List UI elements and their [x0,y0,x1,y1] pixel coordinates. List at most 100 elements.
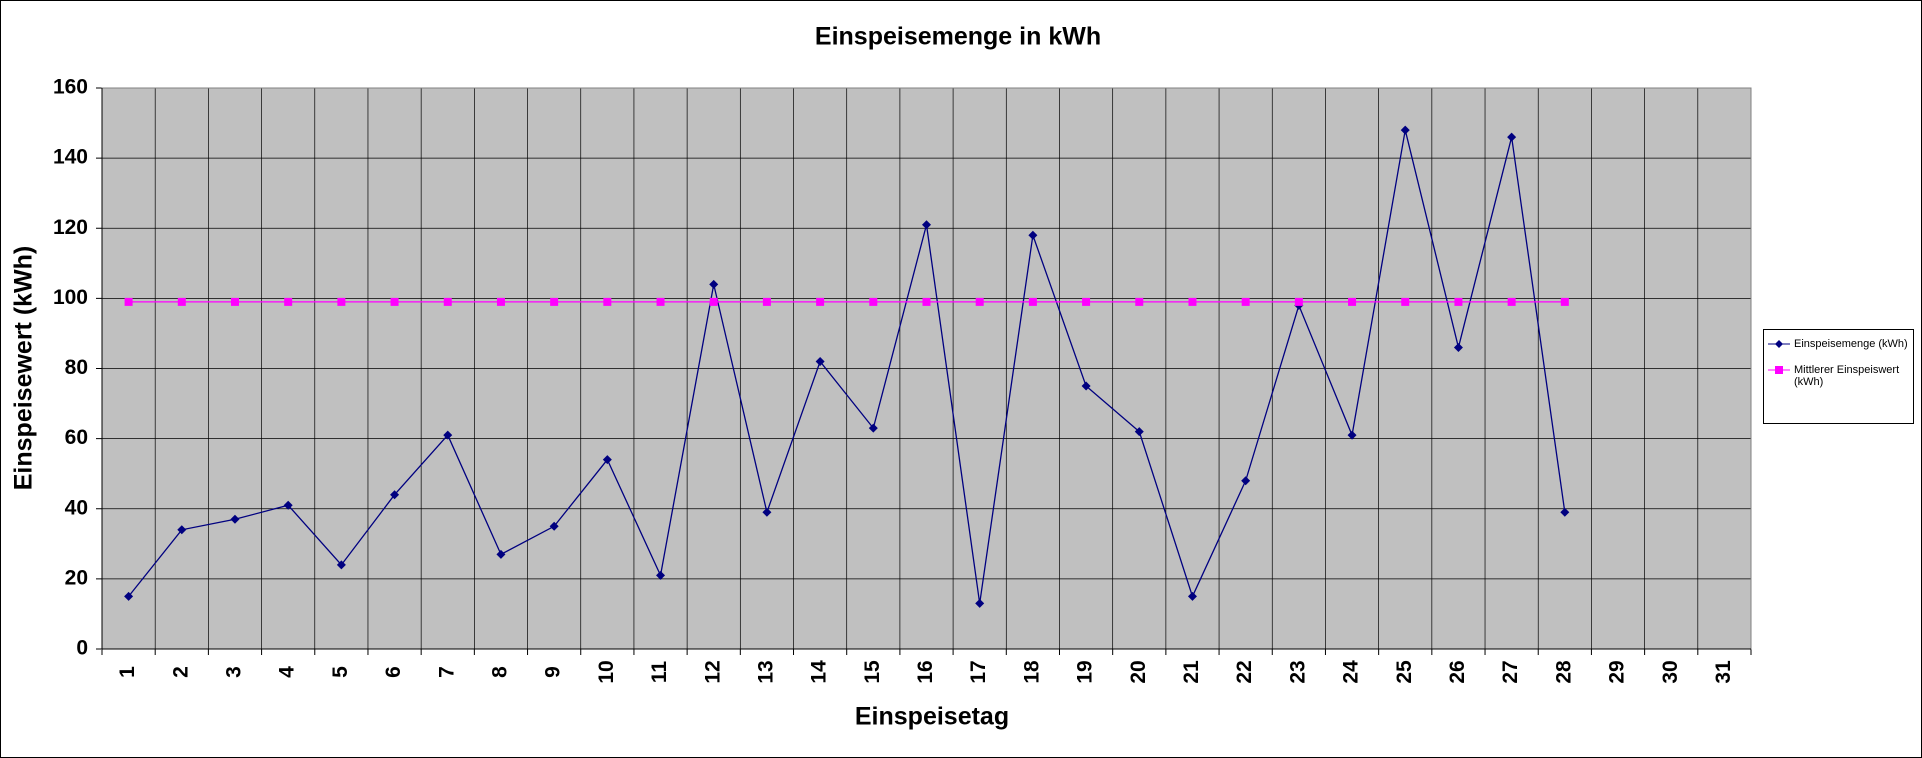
point [816,297,825,306]
legend: Einspeisemenge (kWh) Mittlerer Einspeiswe… [1763,329,1914,424]
point [1401,297,1410,306]
point [1241,297,1250,306]
x-tick-label: 27 [1499,660,1522,683]
x-tick-label: 13 [754,660,777,683]
x-tick-label: 16 [914,660,937,683]
y-tick-label: 60 [65,426,88,449]
x-tick-label: 5 [329,666,352,678]
point [1560,507,1570,517]
x-axis-label: Einspeisetag [855,703,1009,731]
x-tick-label: 4 [276,666,299,678]
point [337,297,346,306]
y-tick-label: 120 [53,216,88,239]
point [283,500,293,510]
point [975,297,984,306]
x-tick-label: 10 [595,660,618,683]
x-tick-label: 15 [861,660,884,684]
point [549,521,559,531]
point [177,297,186,306]
point [443,297,452,306]
point [390,297,399,306]
point [1507,132,1517,142]
legend-item: Einspeisemenge (kWh) [1768,338,1909,350]
point [762,297,771,306]
point [602,455,612,465]
point [762,507,772,517]
point [975,598,985,608]
point [284,297,293,306]
point [1560,297,1569,306]
point [550,297,559,306]
point [1400,125,1410,135]
point [656,570,666,580]
x-tick-label: 11 [648,661,671,684]
point [1294,297,1303,306]
x-tick-label: 23 [1286,660,1309,683]
x-tick-label: 2 [169,666,192,678]
point [230,297,239,306]
point [1347,430,1357,440]
y-tick-label: 40 [65,496,88,519]
x-tick-label: 9 [542,666,565,678]
point [868,423,878,433]
x-tick-label: 18 [1020,660,1043,684]
point [1135,297,1144,306]
legend-label: Mittlerer Einspeiswert (kWh) [1794,364,1900,388]
x-tick-label: 14 [808,660,831,684]
legend-swatch [1768,340,1790,348]
x-tick-label: 29 [1606,660,1629,683]
x-tick-label: 24 [1340,660,1363,684]
point [336,560,346,570]
point [177,525,187,535]
legend-swatch [1768,366,1790,374]
y-tick-label: 80 [65,356,88,379]
x-tick-label: 22 [1233,660,1256,683]
x-tick-label: 1 [116,666,139,678]
point [1134,427,1144,437]
x-tick-label: 19 [1074,660,1097,683]
x-tick-label: 25 [1393,660,1416,684]
point [1028,297,1037,306]
point [1187,591,1197,601]
point [603,297,612,306]
point [1454,297,1463,306]
y-axis-label: Einspeisewert (kWh) [10,246,38,491]
point [496,297,505,306]
point [1507,297,1516,306]
legend-label: Einspeisemenge (kWh) [1794,338,1908,350]
x-tick-label: 8 [488,666,511,678]
point [443,430,453,440]
chart-title: Einspeisemenge in kWh [815,23,1101,51]
point [922,220,931,230]
point [124,297,133,306]
x-tick-label: 30 [1659,660,1682,683]
x-tick-label: 12 [701,660,724,683]
point [1453,342,1463,352]
point [1028,230,1038,240]
y-tick-label: 160 [53,76,88,99]
x-tick-label: 3 [223,666,246,678]
point [1348,297,1357,306]
x-tick-label: 6 [382,666,405,678]
point [496,549,506,559]
point [709,297,718,306]
series-line [128,129,1566,604]
point [815,356,825,366]
x-tick-label: 31 [1712,660,1735,684]
point [1188,297,1197,306]
point [1082,297,1091,306]
x-tick-label: 21 [1180,660,1203,684]
point [922,297,931,306]
point [1081,381,1091,391]
x-tick-label: 20 [1127,660,1150,683]
y-tick-label: 0 [76,637,88,660]
y-tick-label: 140 [53,146,88,169]
point [390,490,400,500]
x-tick-label: 7 [435,666,458,678]
point [1241,476,1251,486]
x-tick-label: 17 [967,660,990,683]
y-tick-label: 100 [53,286,88,309]
x-tick-label: 26 [1446,660,1469,683]
